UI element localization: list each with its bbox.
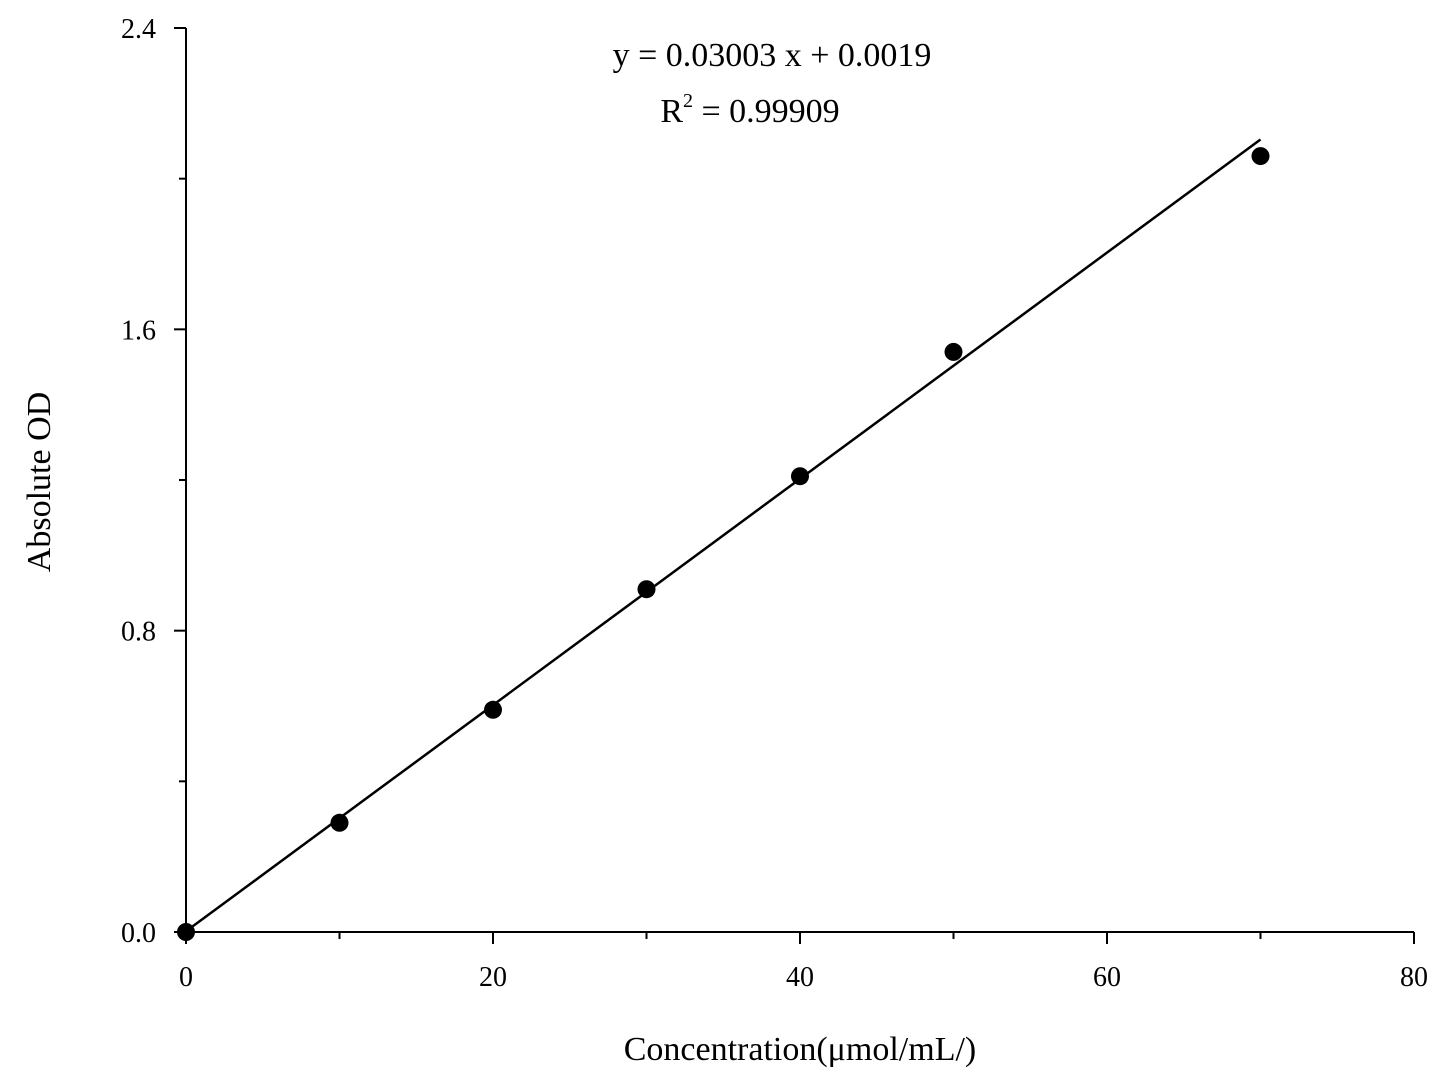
x-axis-title: Concentration(μmol/mL/) — [624, 1031, 976, 1068]
y-tick-labels: 0.0 0.8 1.6 2.4 — [121, 14, 156, 949]
fit-line — [185, 138, 1262, 933]
x-tick-labels: 0 20 40 60 80 — [179, 962, 1428, 993]
x-tick-label: 60 — [1093, 962, 1121, 993]
r2-prefix: R — [660, 93, 683, 130]
data-point — [944, 342, 963, 361]
regression-equation: y = 0.03003 x + 0.0019 — [613, 37, 932, 74]
data-point — [637, 580, 656, 599]
x-tick-label: 0 — [179, 962, 193, 993]
y-tick-label: 1.6 — [121, 315, 156, 346]
data-point — [484, 700, 502, 719]
y-tick-label: 0.8 — [121, 617, 156, 648]
y-tick-label: 2.4 — [121, 14, 156, 45]
data-point — [330, 813, 349, 832]
r-squared-annotation: R2 = 0.99909 — [660, 90, 839, 130]
x-tick-label: 80 — [1400, 962, 1428, 993]
data-points — [177, 147, 1270, 941]
r2-value: = 0.99909 — [693, 93, 840, 130]
x-tick-label: 20 — [479, 962, 507, 993]
data-point — [791, 467, 809, 486]
data-point — [1251, 147, 1270, 166]
x-ticks — [185, 932, 1415, 944]
y-axis-title: Absolute OD — [21, 392, 58, 572]
r2-superscript: 2 — [683, 90, 693, 112]
y-ticks — [174, 27, 186, 933]
x-tick-label: 40 — [786, 962, 814, 993]
y-tick-label: 0.0 — [121, 918, 156, 949]
data-point — [177, 923, 195, 941]
